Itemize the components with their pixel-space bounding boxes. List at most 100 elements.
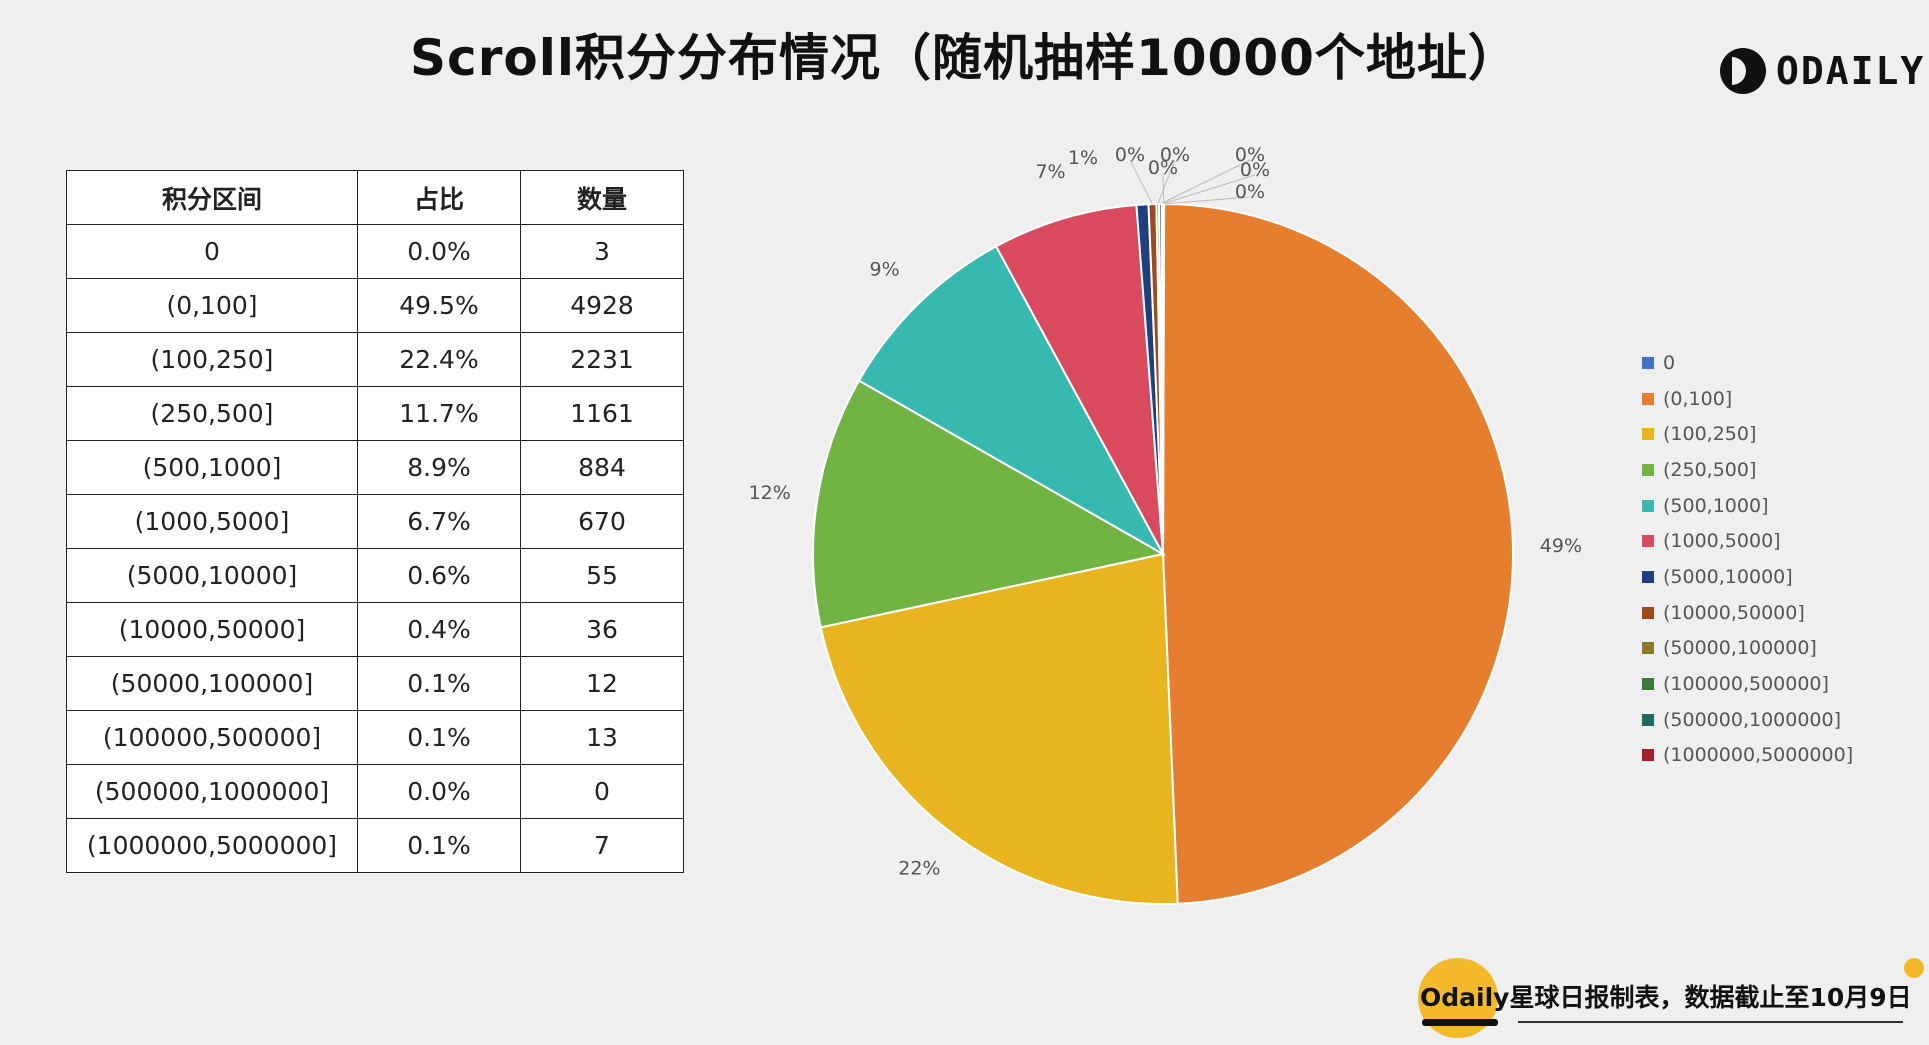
table-cell: (50000,100000] xyxy=(66,656,358,711)
table-cell: 4928 xyxy=(520,278,684,333)
legend-label: (1000000,5000000] xyxy=(1663,744,1854,767)
table-row: (10000,50000] 0.4% 36 xyxy=(66,602,684,657)
legend-swatch xyxy=(1642,463,1654,476)
legend-item: 0 xyxy=(1642,345,1853,381)
legend-swatch xyxy=(1642,749,1654,762)
table-cell: (0,100] xyxy=(66,278,358,333)
legend-label: (100,250] xyxy=(1663,423,1757,446)
pie-slice xyxy=(857,244,1166,557)
logo-text: ODAILY xyxy=(1776,49,1926,93)
legend-label: (250,500] xyxy=(1663,458,1757,481)
table-cell: (100,250] xyxy=(66,332,358,387)
legend-label: (1000,5000] xyxy=(1663,530,1781,553)
data-label: 1% xyxy=(1068,147,1098,169)
pie-slice xyxy=(994,203,1164,555)
legend-swatch xyxy=(1642,678,1654,691)
table-row: (250,500] 11.7% 1161 xyxy=(66,386,684,441)
data-label: 9% xyxy=(870,259,900,281)
footer-text: 星球日报制表，数据截止至10月9日 xyxy=(1509,983,1912,1012)
points-table: 积分区间 占比 数量 0 0.0% 3 (0,100] 49.5% 4928 (100,250]… xyxy=(66,170,684,873)
table-row: 0 0.0% 3 xyxy=(66,224,684,279)
table-cell: 0.6% xyxy=(357,548,521,603)
table-cell: (100000,500000] xyxy=(66,710,358,765)
legend-item: (100000,500000] xyxy=(1642,666,1853,702)
table-cell: (250,500] xyxy=(66,386,358,441)
legend-label: (50000,100000] xyxy=(1663,637,1817,660)
decor-dot xyxy=(1904,958,1924,978)
table-cell: 11.7% xyxy=(357,386,521,441)
data-label: 12% xyxy=(749,482,791,504)
legend-item: (0,100] xyxy=(1642,381,1853,417)
legend: 0 (0,100] (100,250] (250,500] (500,1000] (100… xyxy=(1642,345,1853,773)
data-label: 49% xyxy=(1540,535,1582,557)
data-label: 0% xyxy=(1235,181,1265,203)
table-cell: 0.1% xyxy=(357,710,521,765)
table-cell: 1161 xyxy=(520,386,684,441)
leader-line xyxy=(1161,174,1256,205)
pie-slice xyxy=(1161,202,1514,905)
leader-line xyxy=(1129,159,1153,205)
table-cell: 0.0% xyxy=(357,764,521,819)
legend-swatch xyxy=(1642,642,1654,655)
table-row: (0,100] 49.5% 4928 xyxy=(66,278,684,333)
legend-label: (100000,500000] xyxy=(1663,673,1829,696)
legend-swatch xyxy=(1642,606,1654,619)
leader-line xyxy=(1162,172,1165,205)
leader-line xyxy=(1157,159,1176,205)
data-label: 0% xyxy=(1148,157,1178,179)
legend-label: (5000,10000] xyxy=(1663,565,1793,588)
legend-item: (1000,5000] xyxy=(1642,523,1853,559)
data-label: 0% xyxy=(1160,144,1190,166)
table-cell: 22.4% xyxy=(357,332,521,387)
table-cell: 0.1% xyxy=(357,818,521,873)
table-row: (5000,10000] 0.6% 55 xyxy=(66,548,684,603)
legend-swatch xyxy=(1642,570,1654,583)
legend-label: (0,100] xyxy=(1663,387,1733,410)
footer-bar xyxy=(1422,1019,1498,1026)
legend-swatch xyxy=(1642,713,1654,726)
pie-slice xyxy=(812,379,1166,629)
table-row: (1000000,5000000] 0.1% 7 xyxy=(66,818,684,873)
page-title: Scroll积分分布情况（随机抽样10000个地址） xyxy=(410,29,1519,87)
pie-slice xyxy=(819,552,1179,905)
data-label: 0% xyxy=(1115,144,1145,166)
table-cell: 670 xyxy=(520,494,684,549)
footer: Odaily星球日报制表，数据截止至10月9日 xyxy=(1420,978,1912,1014)
column-header: 数量 xyxy=(520,170,684,225)
footer-line xyxy=(1518,1021,1903,1023)
table-cell: (5000,10000] xyxy=(66,548,358,603)
leader-line xyxy=(1162,196,1251,205)
table-cell: 884 xyxy=(520,440,684,495)
column-header: 积分区间 xyxy=(66,170,358,225)
legend-item: (500,1000] xyxy=(1642,488,1853,524)
legend-item: (1000000,5000000] xyxy=(1642,738,1853,774)
legend-item: (5000,10000] xyxy=(1642,559,1853,595)
table-cell: 3 xyxy=(520,224,684,279)
legend-item: (50000,100000] xyxy=(1642,631,1853,667)
legend-item: (100,250] xyxy=(1642,416,1853,452)
legend-label: (500,1000] xyxy=(1663,494,1769,517)
table-cell: 2231 xyxy=(520,332,684,387)
legend-label: (10000,50000] xyxy=(1663,601,1805,624)
odaily-logo-icon xyxy=(1720,48,1766,94)
table-cell: 13 xyxy=(520,710,684,765)
footer-brand: Odaily xyxy=(1420,983,1510,1012)
legend-item: (250,500] xyxy=(1642,452,1853,488)
legend-label: 0 xyxy=(1663,351,1676,374)
table-cell: 0.0% xyxy=(357,224,521,279)
table-cell: 0 xyxy=(66,224,358,279)
data-label: 0% xyxy=(1235,144,1265,166)
table-cell: (1000000,5000000] xyxy=(66,818,358,873)
legend-swatch xyxy=(1642,428,1654,441)
table-row: (1000,5000] 6.7% 670 xyxy=(66,494,684,549)
table-row: (500,1000] 8.9% 884 xyxy=(66,440,684,495)
legend-swatch xyxy=(1642,392,1654,405)
pie-slice xyxy=(1162,202,1166,555)
legend-swatch xyxy=(1642,356,1654,369)
legend-swatch xyxy=(1642,499,1654,512)
legend-swatch xyxy=(1642,535,1654,548)
table-cell: 49.5% xyxy=(357,278,521,333)
legend-item: (10000,50000] xyxy=(1642,595,1853,631)
data-label: 7% xyxy=(1035,161,1065,183)
